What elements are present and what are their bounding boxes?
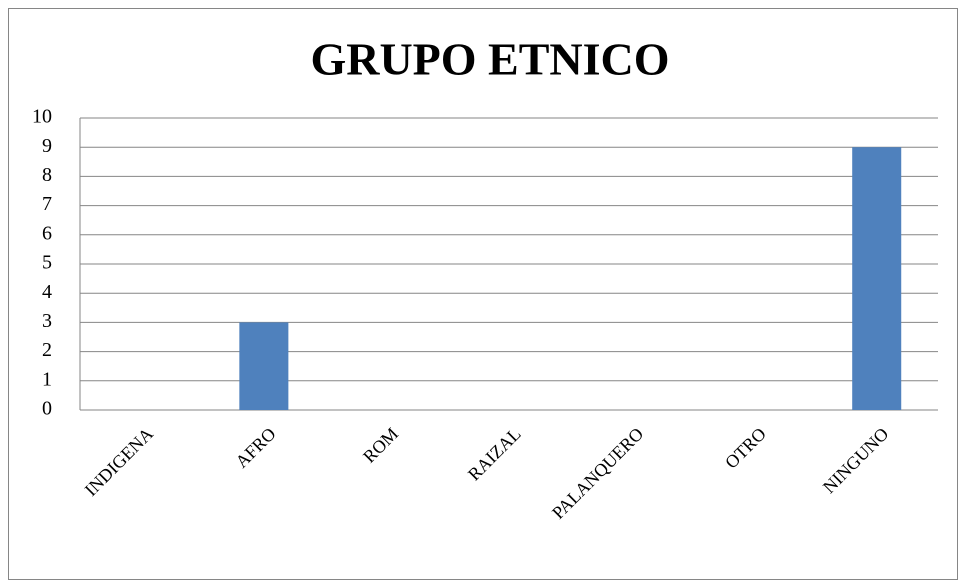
y-tick-label: 8 — [42, 164, 52, 186]
bar — [239, 322, 289, 410]
chart-title: GRUPO ETNICO — [310, 34, 669, 85]
y-tick-label: 0 — [42, 398, 52, 420]
y-tick-label: 5 — [42, 252, 52, 274]
y-tick-label: 7 — [42, 193, 52, 215]
y-tick-label: 1 — [42, 368, 52, 390]
y-tick-label: 3 — [42, 310, 52, 332]
y-tick-label: 4 — [42, 281, 52, 303]
y-tick-label: 2 — [42, 339, 52, 361]
bar — [852, 147, 902, 410]
y-tick-label: 10 — [32, 106, 52, 128]
y-tick-label: 9 — [42, 135, 52, 157]
y-tick-label: 6 — [42, 222, 52, 244]
chart-frame — [8, 8, 958, 580]
